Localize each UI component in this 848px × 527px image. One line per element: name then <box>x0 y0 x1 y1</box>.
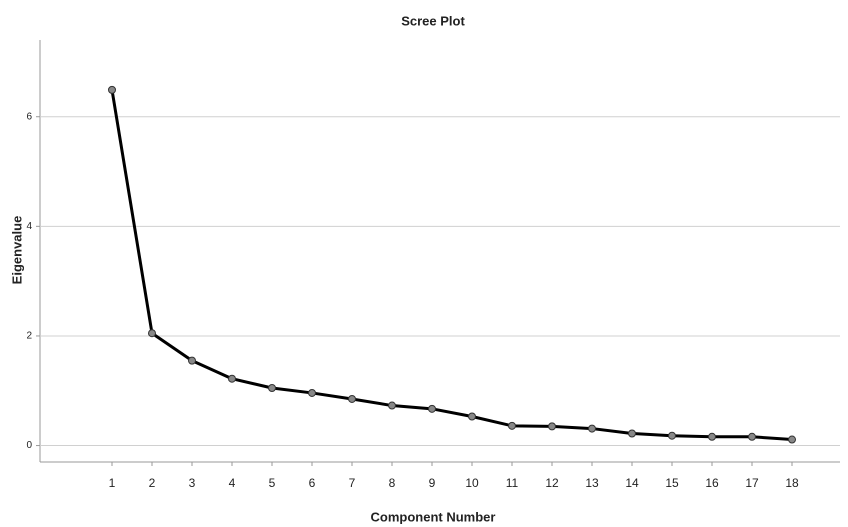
x-tick-label: 16 <box>705 476 719 490</box>
chart: Scree Plot Component Number Eigenvalue 0… <box>0 0 848 527</box>
x-tick-label: 10 <box>465 476 479 490</box>
point <box>269 385 276 392</box>
point <box>189 357 196 364</box>
background <box>0 0 848 527</box>
point <box>669 432 676 439</box>
x-tick-label: 11 <box>506 476 519 490</box>
chart-title: Scree Plot <box>401 13 465 28</box>
point <box>309 389 316 396</box>
point <box>349 395 356 402</box>
x-tick-label: 17 <box>745 476 759 490</box>
point <box>389 402 396 409</box>
x-tick-label: 6 <box>309 476 316 490</box>
x-tick-label: 5 <box>269 476 276 490</box>
point <box>589 425 596 432</box>
y-axis-title: Eigenvalue <box>9 216 24 285</box>
point <box>229 375 236 382</box>
point <box>429 405 436 412</box>
point <box>709 433 716 440</box>
x-tick-label: 14 <box>625 476 639 490</box>
point <box>789 436 796 443</box>
x-tick-label: 8 <box>389 476 396 490</box>
x-tick-label: 1 <box>109 476 116 490</box>
y-tick-label: 2 <box>26 331 32 342</box>
x-tick-label: 15 <box>665 476 679 490</box>
y-tick-label: 6 <box>26 111 32 122</box>
x-tick-label: 4 <box>229 476 236 490</box>
y-tick-label: 4 <box>26 221 32 232</box>
x-tick-label: 2 <box>149 476 156 490</box>
point <box>749 433 756 440</box>
x-tick-label: 12 <box>545 476 559 490</box>
x-tick-label: 13 <box>585 476 599 490</box>
y-tick-label: 0 <box>26 440 32 451</box>
point <box>469 413 476 420</box>
x-tick-label: 18 <box>785 476 799 490</box>
x-tick-label: 9 <box>429 476 436 490</box>
x-axis-title: Component Number <box>371 509 496 524</box>
x-tick-label: 3 <box>189 476 196 490</box>
x-tick-label: 7 <box>349 476 356 490</box>
point <box>629 430 636 437</box>
point <box>109 86 116 93</box>
point <box>509 422 516 429</box>
point <box>549 423 556 430</box>
page: Scree Plot Component Number Eigenvalue 0… <box>0 0 848 527</box>
point <box>149 330 156 337</box>
